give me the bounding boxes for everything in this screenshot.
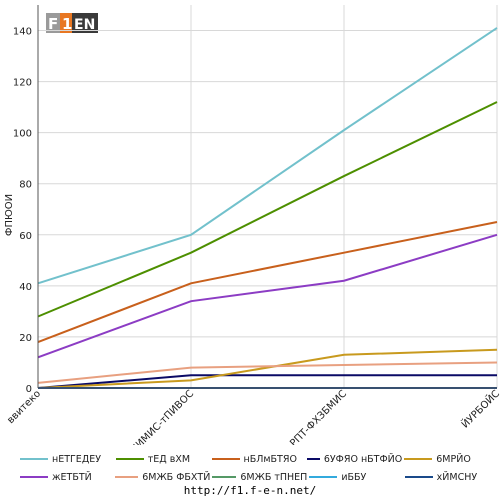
series-line-1 [37,101,498,318]
gridlines [38,5,498,389]
x-tick-label: ввитеко [5,388,43,426]
x-tick-label: РПТ-ФХЗБМИС [288,388,349,445]
legend-row: жЕТБТЙ 6МЖБ ФБХТЙ 6МЖБ тПНЕП иББУ хЙМСНУ [18,468,498,486]
f1en-logo: F 1 EN [44,10,100,36]
series-line-2 [37,221,498,343]
svg-text:EN: EN [74,17,95,33]
legend-swatch [307,458,320,460]
legend-item: 6МЖБ ФБХТЙ [113,472,210,483]
legend-swatch [404,458,433,460]
y-tick-label: 80 [19,180,32,191]
legend-swatch [20,458,48,460]
series-line-6 [37,361,498,384]
legend-swatch [309,476,338,478]
y-tick-label: 20 [19,333,32,344]
y-tick-label: 60 [19,231,32,242]
legend-item: 6МЖБ тПНЕП [210,472,307,483]
legend-label: тЕД вХМ [147,453,191,465]
x-axis-ticks: ввитеко еНИМИС-тПИВОС РПТ-ФХЗБМИС ЙУРБОЙС [5,387,500,445]
legend-item: тЕД вХМ [114,454,210,465]
x-tick-label: ЙУРБОЙС [458,387,500,431]
series-line-3 [37,374,497,389]
legend-label: нЕТГЕДЕУ [52,453,102,465]
y-tick-label: 120 [13,78,32,89]
legend-label: 6МЖБ тПНЕП [240,471,308,483]
y-tick-label: 140 [13,27,32,38]
svg-text:1: 1 [62,15,72,33]
legend-label: иББУ [341,471,367,483]
legend-label: нБЛмБТЯО [243,453,297,465]
legend-item: 6МРЙО [402,454,498,465]
legend-swatch [211,458,240,460]
legend-item: нЕТГЕДЕУ [18,454,114,465]
legend-label: 6МЖБ ФБХТЙ [142,471,211,483]
line-chart: 0 20 40 60 80 100 120 140 ввитеко еНИМИС-тПИВОС Р… [4,5,500,445]
legend-swatch [115,476,139,478]
y-axis-ticks: 0 20 40 60 80 100 120 140 [13,27,32,395]
y-tick-label: 40 [19,282,32,293]
legend-label: 6УФЯО нБТФЙО [323,453,403,465]
y-tick-label: 100 [13,129,32,140]
series-line-5 [37,233,498,359]
svg-text:F: F [48,15,58,33]
legend-label: жЕТБТЙ [52,471,92,483]
legend-swatch [404,476,433,478]
site-url[interactable]: http://f1.f-e-n.net/ [183,484,317,497]
legend-label: хЙМСНУ [436,471,478,483]
y-axis-label: ФПЮОИ [4,194,15,236]
x-tick-label: еНИМИС-тПИВОС [124,388,196,445]
legend-item: хЙМСНУ [403,472,498,483]
legend-label: 6МРЙО [436,453,471,465]
y-tick-label: 0 [26,384,32,395]
legend-row: нЕТГЕДЕУ тЕД вХМ нБЛмБТЯО 6УФЯО нБТФЙО 6МРЙО [18,450,498,468]
series-line-4 [37,348,498,389]
legend: нЕТГЕДЕУ тЕД вХМ нБЛмБТЯО 6УФЯО нБТФЙО 6МРЙО… [18,450,498,486]
legend-swatch [115,458,144,460]
legend-item: нБЛмБТЯО [210,454,306,465]
legend-item: жЕТБТЙ [18,472,113,483]
legend-swatch [212,476,237,478]
legend-swatch [20,476,48,478]
legend-item: 6УФЯО нБТФЙО [305,454,402,465]
legend-item: иББУ [307,472,402,483]
series-line-0 [37,27,498,285]
